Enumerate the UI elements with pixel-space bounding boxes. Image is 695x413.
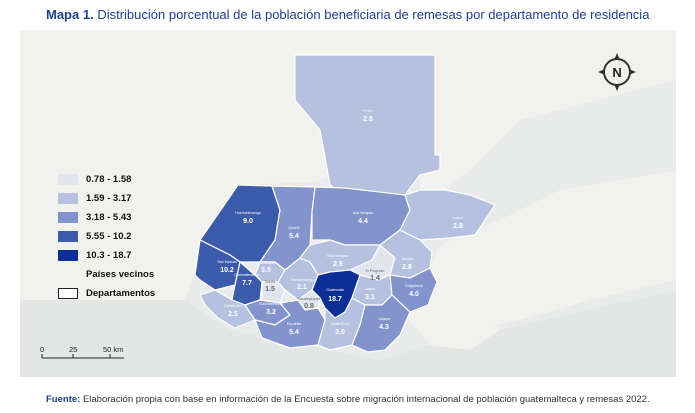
- source-note: Fuente: Elaboración propia con base en i…: [46, 394, 650, 405]
- dept-label-name: Retalhuleu: [224, 304, 241, 308]
- compass-letter: N: [612, 65, 621, 80]
- dept-label-value: 5.4: [289, 329, 299, 336]
- dept-jutiapa[interactable]: [351, 294, 411, 353]
- dept-label-name: Sololá: [265, 280, 275, 284]
- legend-item: 1.59 - 3.17: [58, 189, 155, 208]
- dept-label-name: Sacatepéquez: [298, 297, 321, 301]
- legend-swatch: [58, 212, 78, 223]
- dept-label-value: 2.8: [363, 116, 373, 123]
- dept-label-value: 3.0: [335, 329, 345, 336]
- legend-item: 10.3 - 18.7: [58, 246, 155, 265]
- sea-water: [20, 290, 676, 377]
- legend-item: 5.55 - 10.2: [58, 227, 155, 246]
- dept-san-marcos[interactable]: [194, 239, 241, 291]
- scale-bar: 0 25 50 km: [40, 344, 130, 368]
- dept-label-value: 2.5: [333, 261, 343, 268]
- legend-label: 3.18 - 5.43: [86, 212, 132, 223]
- compass-rose-icon: N: [598, 53, 636, 91]
- dept-label-name: Quetzaltenango: [234, 273, 259, 277]
- legend-swatch: [58, 269, 78, 280]
- legend-swatch: [58, 231, 78, 242]
- legend-label: 0.78 - 1.58: [86, 174, 132, 185]
- dept-solola[interactable]: [261, 281, 286, 304]
- legend-item: Países vecinos: [58, 265, 155, 284]
- legend-label: 10.3 - 18.7: [86, 250, 132, 261]
- dept-label-name: Baja Verapaz: [327, 254, 349, 258]
- department-labels: Petén 2.8 Huehuetenango 9.0 Quiché 5.4 A…: [217, 109, 463, 336]
- source-text: Elaboración propia con base en informaci…: [82, 394, 650, 405]
- dept-label-value: 5.4: [289, 233, 299, 240]
- legend-label: Países vecinos: [86, 269, 155, 280]
- dept-label-value: 1.5: [265, 286, 275, 293]
- dept-label-name: El Progreso: [366, 269, 385, 273]
- dept-label-value: 2.8: [402, 264, 412, 271]
- map-title-text: Distribución porcentual de la población …: [97, 7, 650, 22]
- guatemala-map: Petén 2.8 Huehuetenango 9.0 Quiché 5.4 A…: [20, 30, 676, 377]
- dept-label-value: 4.0: [409, 291, 419, 298]
- legend-item: Departamentos: [58, 284, 155, 303]
- dept-izabal[interactable]: [399, 189, 496, 241]
- legend-label: 1.59 - 3.17: [86, 193, 132, 204]
- dept-label-value: 2.1: [297, 284, 307, 291]
- scale-label-50: 50 km: [103, 345, 123, 354]
- dept-label-value: 2.8: [453, 223, 463, 230]
- legend-swatch: [58, 250, 78, 261]
- dept-label-name: Jutiapa: [378, 317, 390, 321]
- dept-peten[interactable]: [294, 54, 441, 196]
- legend-item: 3.18 - 5.43: [58, 208, 155, 227]
- legend-item: 0.78 - 1.58: [58, 170, 155, 189]
- departments-layer: [194, 54, 496, 353]
- dept-label-value: 4.3: [379, 324, 389, 331]
- dept-label-name: Suchitepéquez: [259, 302, 283, 306]
- dept-label-value: 0.8: [304, 303, 314, 310]
- neighbor-belize: [435, 55, 480, 165]
- scale-label-25: 25: [69, 345, 77, 354]
- source-label: Fuente:: [46, 394, 81, 405]
- dept-label-name: Zacapa: [401, 257, 413, 261]
- dept-label-value: 2.5: [228, 311, 238, 318]
- map-title-prefix: Mapa 1.: [46, 7, 94, 22]
- dept-label-name: Jalapa: [365, 287, 376, 291]
- neighbor-el-salvador: [405, 290, 500, 350]
- dept-label-value: 3.5: [261, 267, 271, 274]
- dept-escuintla[interactable]: [254, 299, 326, 349]
- dept-label-name: Guatemala: [326, 288, 344, 292]
- map-area: Petén 2.8 Huehuetenango 9.0 Quiché 5.4 A…: [20, 30, 676, 377]
- neighbor-honduras: [425, 170, 676, 330]
- map-legend: 0.78 - 1.58 1.59 - 3.17 3.18 - 5.43 5.55…: [58, 170, 155, 303]
- dept-label-value: 18.7: [328, 296, 342, 303]
- dept-label-name: Izabal: [453, 216, 463, 220]
- dept-label-value: 7.7: [242, 280, 252, 287]
- dept-label-value: 9.0: [243, 218, 253, 225]
- dept-label-name: Chiquimula: [405, 284, 423, 288]
- dept-label-value: 10.2: [220, 267, 234, 274]
- legend-label: Departamentos: [86, 288, 156, 299]
- legend-label: 5.55 - 10.2: [86, 231, 132, 242]
- dept-label-value: 1.4: [370, 275, 380, 282]
- dept-label-name: Quiché: [288, 226, 299, 230]
- dept-label-name: Santa Rosa: [331, 322, 350, 326]
- dept-label-name: Petén: [363, 109, 372, 113]
- dept-label-name: Chimaltenango: [290, 278, 314, 282]
- scale-bar-graphic: 0 25 50 km: [40, 345, 124, 359]
- dept-retalhuleu[interactable]: [199, 289, 256, 329]
- legend-swatch: [58, 193, 78, 204]
- dept-label-value: 4.4: [358, 218, 368, 225]
- legend-swatch: [58, 288, 78, 299]
- dept-label-name: Escuintla: [287, 322, 302, 326]
- dept-label-name: Totonicapán: [256, 261, 275, 265]
- dept-label-name: Huehuetenango: [235, 211, 261, 215]
- dept-label-value: 3.2: [266, 309, 276, 316]
- dept-label-value: 3.1: [365, 294, 375, 301]
- legend-swatch: [58, 174, 78, 185]
- neighbor-mexico: [20, 30, 676, 300]
- map-title: Mapa 1. Distribución porcentual de la po…: [46, 7, 649, 22]
- dept-label-name: San Marcos: [217, 260, 236, 264]
- dept-label-name: Alta Verapaz: [353, 211, 374, 215]
- scale-label-0: 0: [40, 345, 44, 354]
